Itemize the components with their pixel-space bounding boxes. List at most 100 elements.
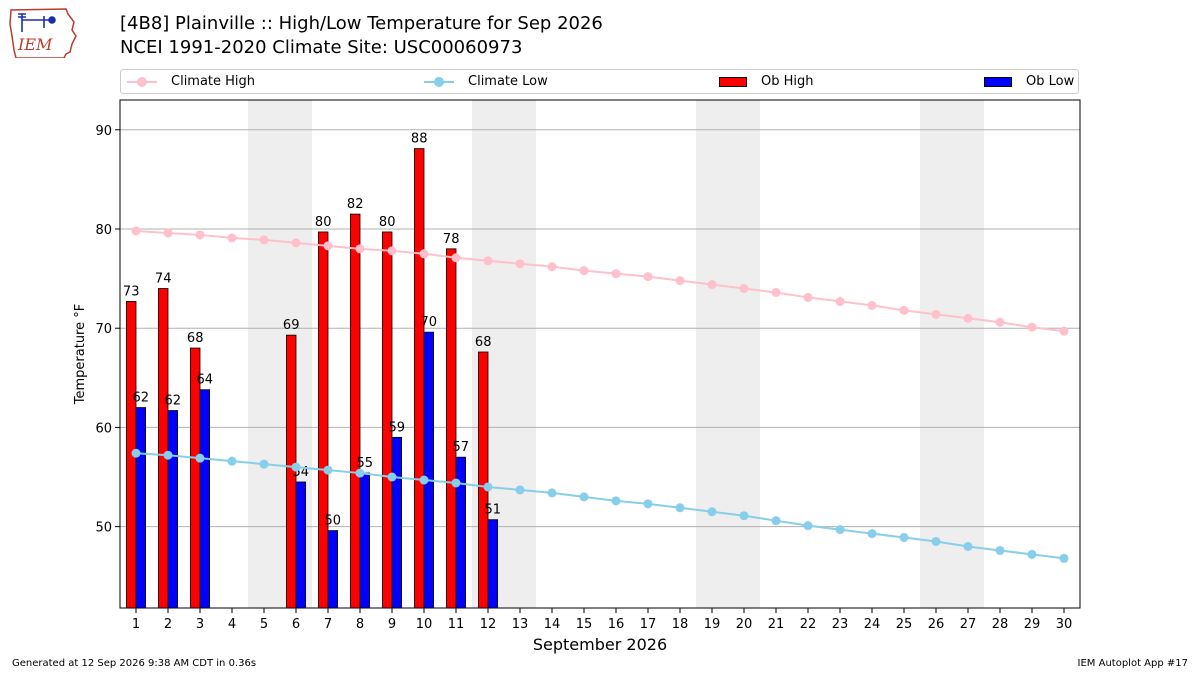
climate-low-point-day-18	[675, 503, 685, 513]
logo-text: IEM	[17, 35, 53, 54]
climate-high-point-day-13	[515, 259, 525, 269]
ob-low-label-day-12: 51	[485, 503, 502, 518]
legend-climate-low-label: Climate Low	[468, 74, 548, 89]
state-outline	[9, 8, 77, 58]
climate-high-point-day-10	[419, 249, 429, 259]
chart-title: [4B8] Plainville :: High/Low Temperature…	[120, 12, 603, 60]
climate-high-point-day-20	[739, 284, 749, 294]
ob-low-bar-day-2	[167, 410, 179, 609]
title-line-1: [4B8] Plainville :: High/Low Temperature…	[120, 13, 603, 34]
climate-low-point-day-8	[355, 468, 365, 478]
ob-low-label-day-1: 62	[133, 391, 150, 406]
climate-low-point-day-7	[323, 465, 333, 475]
ob-low-label-day-7: 50	[325, 514, 342, 529]
climate-high-point-day-1	[131, 226, 141, 236]
climate-low-point-day-29	[1027, 549, 1037, 559]
legend-climate-high-swatch	[127, 76, 157, 87]
ob-low-label-day-3: 64	[197, 373, 214, 388]
x-tick-label-28: 28	[992, 617, 1009, 632]
climate-low-point-day-20	[739, 511, 749, 521]
climate-low-point-day-4	[227, 456, 237, 466]
climate-low-point-day-12	[483, 482, 493, 492]
title-line-2: NCEI 1991-2020 Climate Site: USC00060973	[120, 37, 523, 58]
climate-low-point-day-25	[899, 533, 909, 543]
climate-low-point-day-24	[867, 529, 877, 539]
ob-high-bar-day-2	[157, 288, 169, 609]
climate-low-point-day-26	[931, 537, 941, 547]
climate-low-point-day-28	[995, 545, 1005, 555]
ob-low-bar-day-9	[391, 436, 403, 609]
legend-ob-high-label: Ob High	[761, 74, 814, 89]
x-tick-label-4: 4	[228, 617, 236, 632]
climate-high-point-day-25	[899, 305, 909, 315]
climate-high-point-day-5	[259, 235, 269, 245]
x-tick-label-12: 12	[480, 617, 497, 632]
x-tick-label-23: 23	[832, 617, 849, 632]
climate-low-point-day-23	[835, 525, 845, 535]
legend-ob-high: Ob High	[719, 70, 814, 93]
ob-high-label-day-12: 68	[475, 335, 492, 350]
ob-high-bar-day-10	[413, 148, 425, 609]
x-tick-label-24: 24	[864, 617, 881, 632]
legend-climate-high: Climate High	[127, 70, 255, 93]
legend-ob-low-label: Ob Low	[1026, 74, 1075, 89]
x-tick-label-7: 7	[324, 617, 332, 632]
x-tick-label-11: 11	[448, 617, 465, 632]
ob-low-bar-day-8	[359, 472, 371, 609]
climate-high-point-day-3	[195, 230, 205, 240]
climate-high-point-day-7	[323, 241, 333, 251]
climate-high-point-day-11	[451, 253, 461, 263]
climate-low-point-day-17	[643, 499, 653, 509]
ob-low-bar-day-12	[487, 519, 499, 609]
ob-high-label-day-10: 88	[411, 132, 428, 147]
x-tick-label-14: 14	[544, 617, 561, 632]
x-tick-label-17: 17	[640, 617, 657, 632]
y-axis-label: Temperature °F	[73, 304, 88, 405]
x-tick-label-6: 6	[292, 617, 300, 632]
legend-climate-high-label: Climate High	[171, 74, 256, 89]
chart-legend: Climate High Climate Low Ob High Ob Low	[120, 69, 1079, 94]
climate-low-point-day-2	[163, 450, 173, 460]
x-tick-label-8: 8	[356, 617, 364, 632]
ob-low-label-day-11: 57	[453, 440, 470, 455]
climate-high-point-day-15	[579, 266, 589, 276]
climate-low-point-day-9	[387, 472, 397, 482]
shaded-day-27	[952, 100, 984, 608]
shaded-day-13	[504, 100, 536, 608]
climate-high-point-day-12	[483, 256, 493, 266]
climate-high-point-day-26	[931, 309, 941, 319]
x-tick-label-10: 10	[416, 617, 433, 632]
x-tick-label-27: 27	[960, 617, 977, 632]
climate-high-point-day-17	[643, 272, 653, 282]
ob-low-label-day-9: 59	[389, 420, 406, 435]
x-tick-label-9: 9	[388, 617, 396, 632]
climate-high-point-day-9	[387, 246, 397, 256]
x-tick-label-2: 2	[164, 617, 172, 632]
climate-low-point-day-30	[1059, 553, 1069, 563]
ob-low-label-day-8: 55	[357, 456, 374, 471]
climate-low-point-day-22	[803, 521, 813, 531]
ob-low-label-day-2: 62	[165, 394, 182, 409]
climate-low-point-day-27	[963, 541, 973, 551]
ob-high-label-day-9: 80	[379, 215, 396, 230]
x-tick-label-26: 26	[928, 617, 945, 632]
ob-low-bar-day-6	[295, 481, 307, 609]
climate-low-point-day-14	[547, 488, 557, 498]
ob-high-bar-day-8	[349, 213, 361, 609]
x-tick-label-19: 19	[704, 617, 721, 632]
climate-high-point-day-27	[963, 313, 973, 323]
ob-high-label-day-8: 82	[347, 197, 364, 212]
generated-timestamp: Generated at 12 Sep 2026 9:38 AM CDT in …	[12, 658, 257, 669]
x-tick-label-20: 20	[736, 617, 753, 632]
ob-high-label-day-3: 68	[187, 331, 204, 346]
ob-high-label-day-7: 80	[315, 215, 332, 230]
ob-high-label-day-2: 74	[155, 272, 172, 287]
climate-low-line	[135, 452, 1065, 560]
ob-low-bar-day-3	[199, 389, 211, 609]
ob-high-bar-day-7	[317, 231, 329, 609]
legend-ob-low: Ob Low	[984, 70, 1074, 93]
climate-high-point-day-30	[1059, 326, 1069, 336]
y-tick-label-70: 70	[95, 322, 112, 337]
climate-low-point-day-16	[611, 496, 621, 506]
